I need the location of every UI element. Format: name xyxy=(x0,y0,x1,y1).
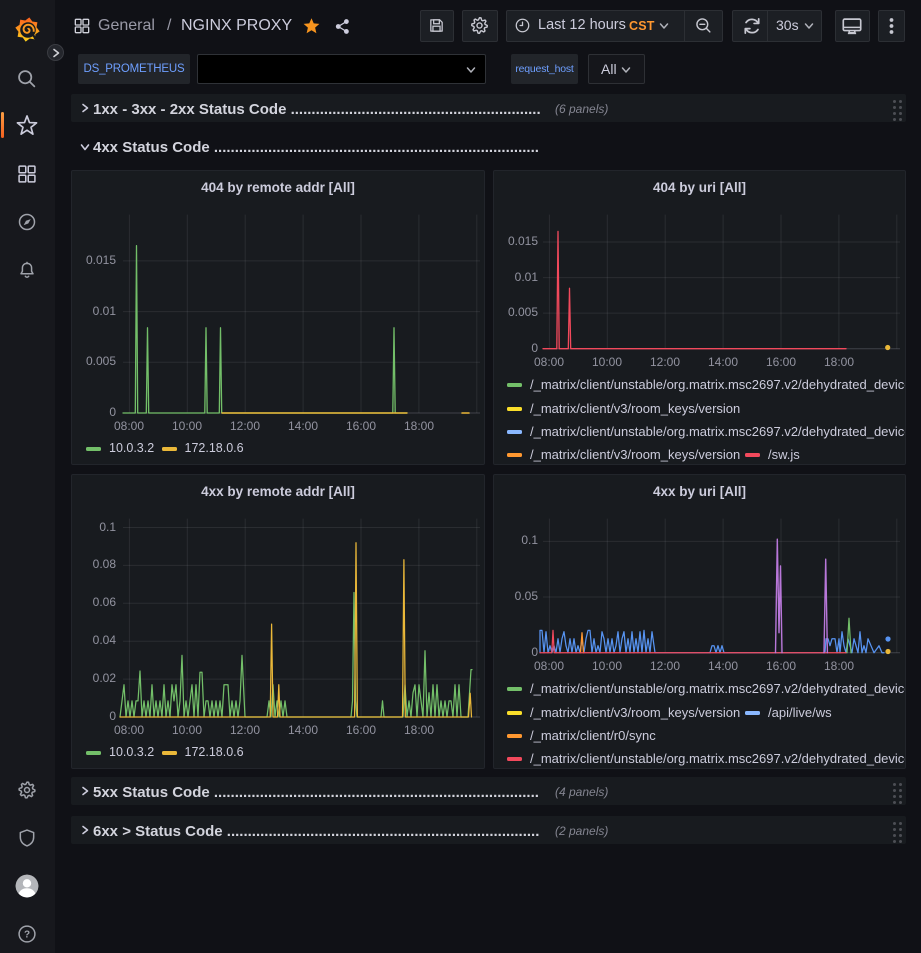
svg-text:?: ? xyxy=(24,930,30,941)
